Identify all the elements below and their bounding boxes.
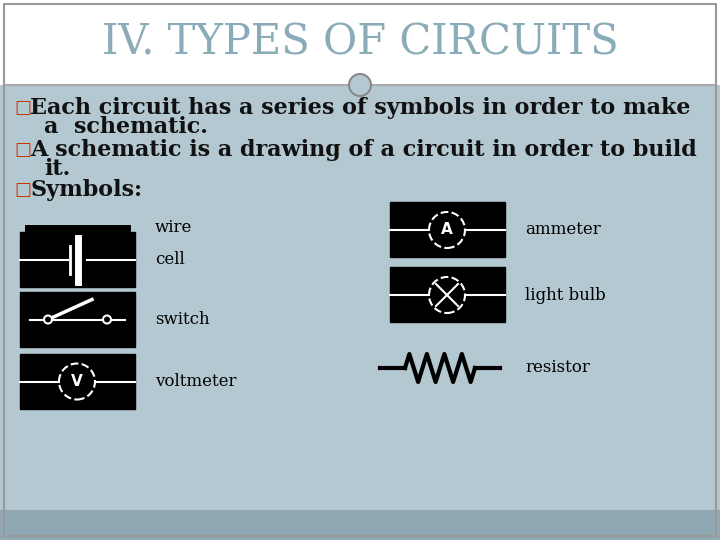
- Text: A schematic is a drawing of a circuit in order to build: A schematic is a drawing of a circuit in…: [30, 139, 697, 161]
- Bar: [20, 354, 135, 409]
- Bar: [20, 292, 135, 347]
- Text: V: V: [71, 374, 83, 389]
- Text: □: □: [14, 181, 31, 199]
- Circle shape: [349, 74, 371, 96]
- Circle shape: [103, 315, 111, 323]
- Text: light bulb: light bulb: [525, 287, 606, 303]
- Text: ammeter: ammeter: [525, 221, 600, 239]
- Text: A: A: [441, 222, 453, 238]
- Text: it.: it.: [44, 158, 71, 180]
- Text: □: □: [14, 141, 31, 159]
- Text: Each circuit has a series of symbols in order to make: Each circuit has a series of symbols in …: [30, 97, 690, 119]
- Circle shape: [44, 315, 52, 323]
- Text: IV. TYPES OF CIRCUITS: IV. TYPES OF CIRCUITS: [102, 22, 618, 64]
- Text: voltmeter: voltmeter: [155, 373, 236, 390]
- Text: a  schematic.: a schematic.: [44, 116, 208, 138]
- Bar: [390, 202, 505, 257]
- Text: Symbols:: Symbols:: [30, 179, 142, 201]
- Text: wire: wire: [155, 219, 192, 237]
- Text: switch: switch: [155, 311, 210, 328]
- Text: □: □: [14, 99, 31, 117]
- Bar: [390, 267, 505, 322]
- Bar: [0, 0, 720, 85]
- Text: cell: cell: [155, 251, 185, 268]
- Bar: [0, 510, 720, 540]
- Bar: [0, 85, 720, 510]
- Bar: [20, 232, 135, 287]
- Text: resistor: resistor: [525, 360, 590, 376]
